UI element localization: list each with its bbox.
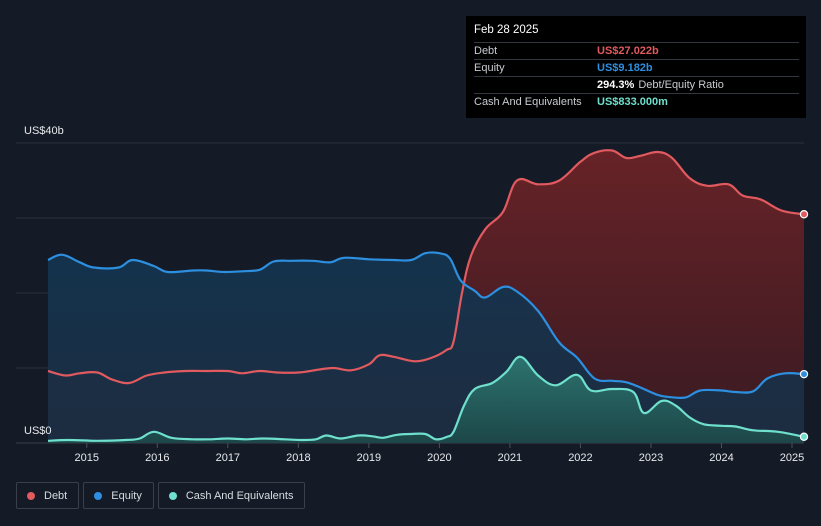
tooltip-equity-value: US$9.182b bbox=[597, 62, 653, 74]
x-tick-label: 2020 bbox=[427, 452, 451, 464]
debt-endpoint bbox=[799, 210, 809, 219]
x-tick-label: 2017 bbox=[216, 452, 240, 464]
tooltip-row-cash: Cash And Equivalents US$833.000m bbox=[474, 93, 799, 110]
x-tick-label: 2024 bbox=[709, 452, 733, 464]
series-lines bbox=[47, 149, 805, 442]
tooltip-ratio-value: 294.3% bbox=[597, 79, 635, 91]
cash-and-equivalents-endpoint bbox=[799, 432, 809, 441]
cash-and-equivalents-area bbox=[48, 356, 804, 443]
x-tick-label: 2018 bbox=[286, 452, 310, 464]
tooltip-debt-value: US$27.022b bbox=[597, 45, 659, 57]
tooltip-debt-label: Debt bbox=[474, 45, 498, 57]
tooltip-row-debt: Debt US$27.022b bbox=[474, 42, 799, 59]
legend-label-equity: Equity bbox=[111, 489, 142, 502]
y-axis-top-label: US$40b bbox=[24, 125, 64, 137]
legend-label-cash: Cash And Equivalents bbox=[185, 489, 294, 502]
cash-dot-icon bbox=[168, 491, 177, 500]
tooltip-cash-value: US$833.000m bbox=[597, 96, 668, 108]
x-tick-label: 2016 bbox=[145, 452, 169, 464]
tooltip-row-equity: Equity US$9.182b bbox=[474, 59, 799, 76]
legend-item-cash[interactable]: Cash And Equivalents bbox=[157, 482, 306, 509]
series-endpoints bbox=[799, 210, 809, 441]
tooltip-ratio-label: Debt/Equity Ratio bbox=[638, 79, 724, 91]
legend-item-equity[interactable]: Equity bbox=[83, 482, 154, 509]
chart-legend: Debt Equity Cash And Equivalents bbox=[16, 482, 306, 509]
tooltip-row-ratio: 294.3% Debt/Equity Ratio bbox=[474, 76, 799, 93]
cash-and-equivalents-line bbox=[47, 355, 805, 442]
equity-dot-icon bbox=[94, 491, 103, 500]
tooltip-cash-label: Cash And Equivalents bbox=[474, 96, 582, 108]
debt-dot-icon bbox=[27, 491, 35, 500]
equity-line bbox=[47, 251, 805, 400]
equity-endpoint bbox=[799, 369, 809, 379]
x-tick-label: 2022 bbox=[568, 452, 592, 464]
y-axis-bottom-label: US$0 bbox=[24, 425, 52, 437]
tooltip-date: Feb 28 2025 bbox=[474, 24, 539, 36]
legend-item-debt[interactable]: Debt bbox=[16, 482, 80, 509]
tooltip-equity-label: Equity bbox=[474, 62, 505, 74]
legend-label-debt: Debt bbox=[44, 489, 68, 502]
data-tooltip: Feb 28 2025 Debt US$27.022b Equity US$9.… bbox=[466, 16, 806, 118]
debt-line bbox=[47, 149, 805, 385]
x-tick-label: 2019 bbox=[357, 452, 381, 464]
x-axis-ticks: 2015 2016 2017 2018 2019 2020 2021 2022 2023 2024… bbox=[75, 443, 804, 464]
x-tick-label: 2015 bbox=[75, 452, 99, 464]
debt-area bbox=[48, 150, 804, 443]
x-tick-label: 2021 bbox=[498, 452, 522, 464]
x-tick-label: 2023 bbox=[639, 452, 663, 464]
x-tick-label: 2025 bbox=[780, 452, 804, 464]
series-areas bbox=[48, 150, 804, 443]
